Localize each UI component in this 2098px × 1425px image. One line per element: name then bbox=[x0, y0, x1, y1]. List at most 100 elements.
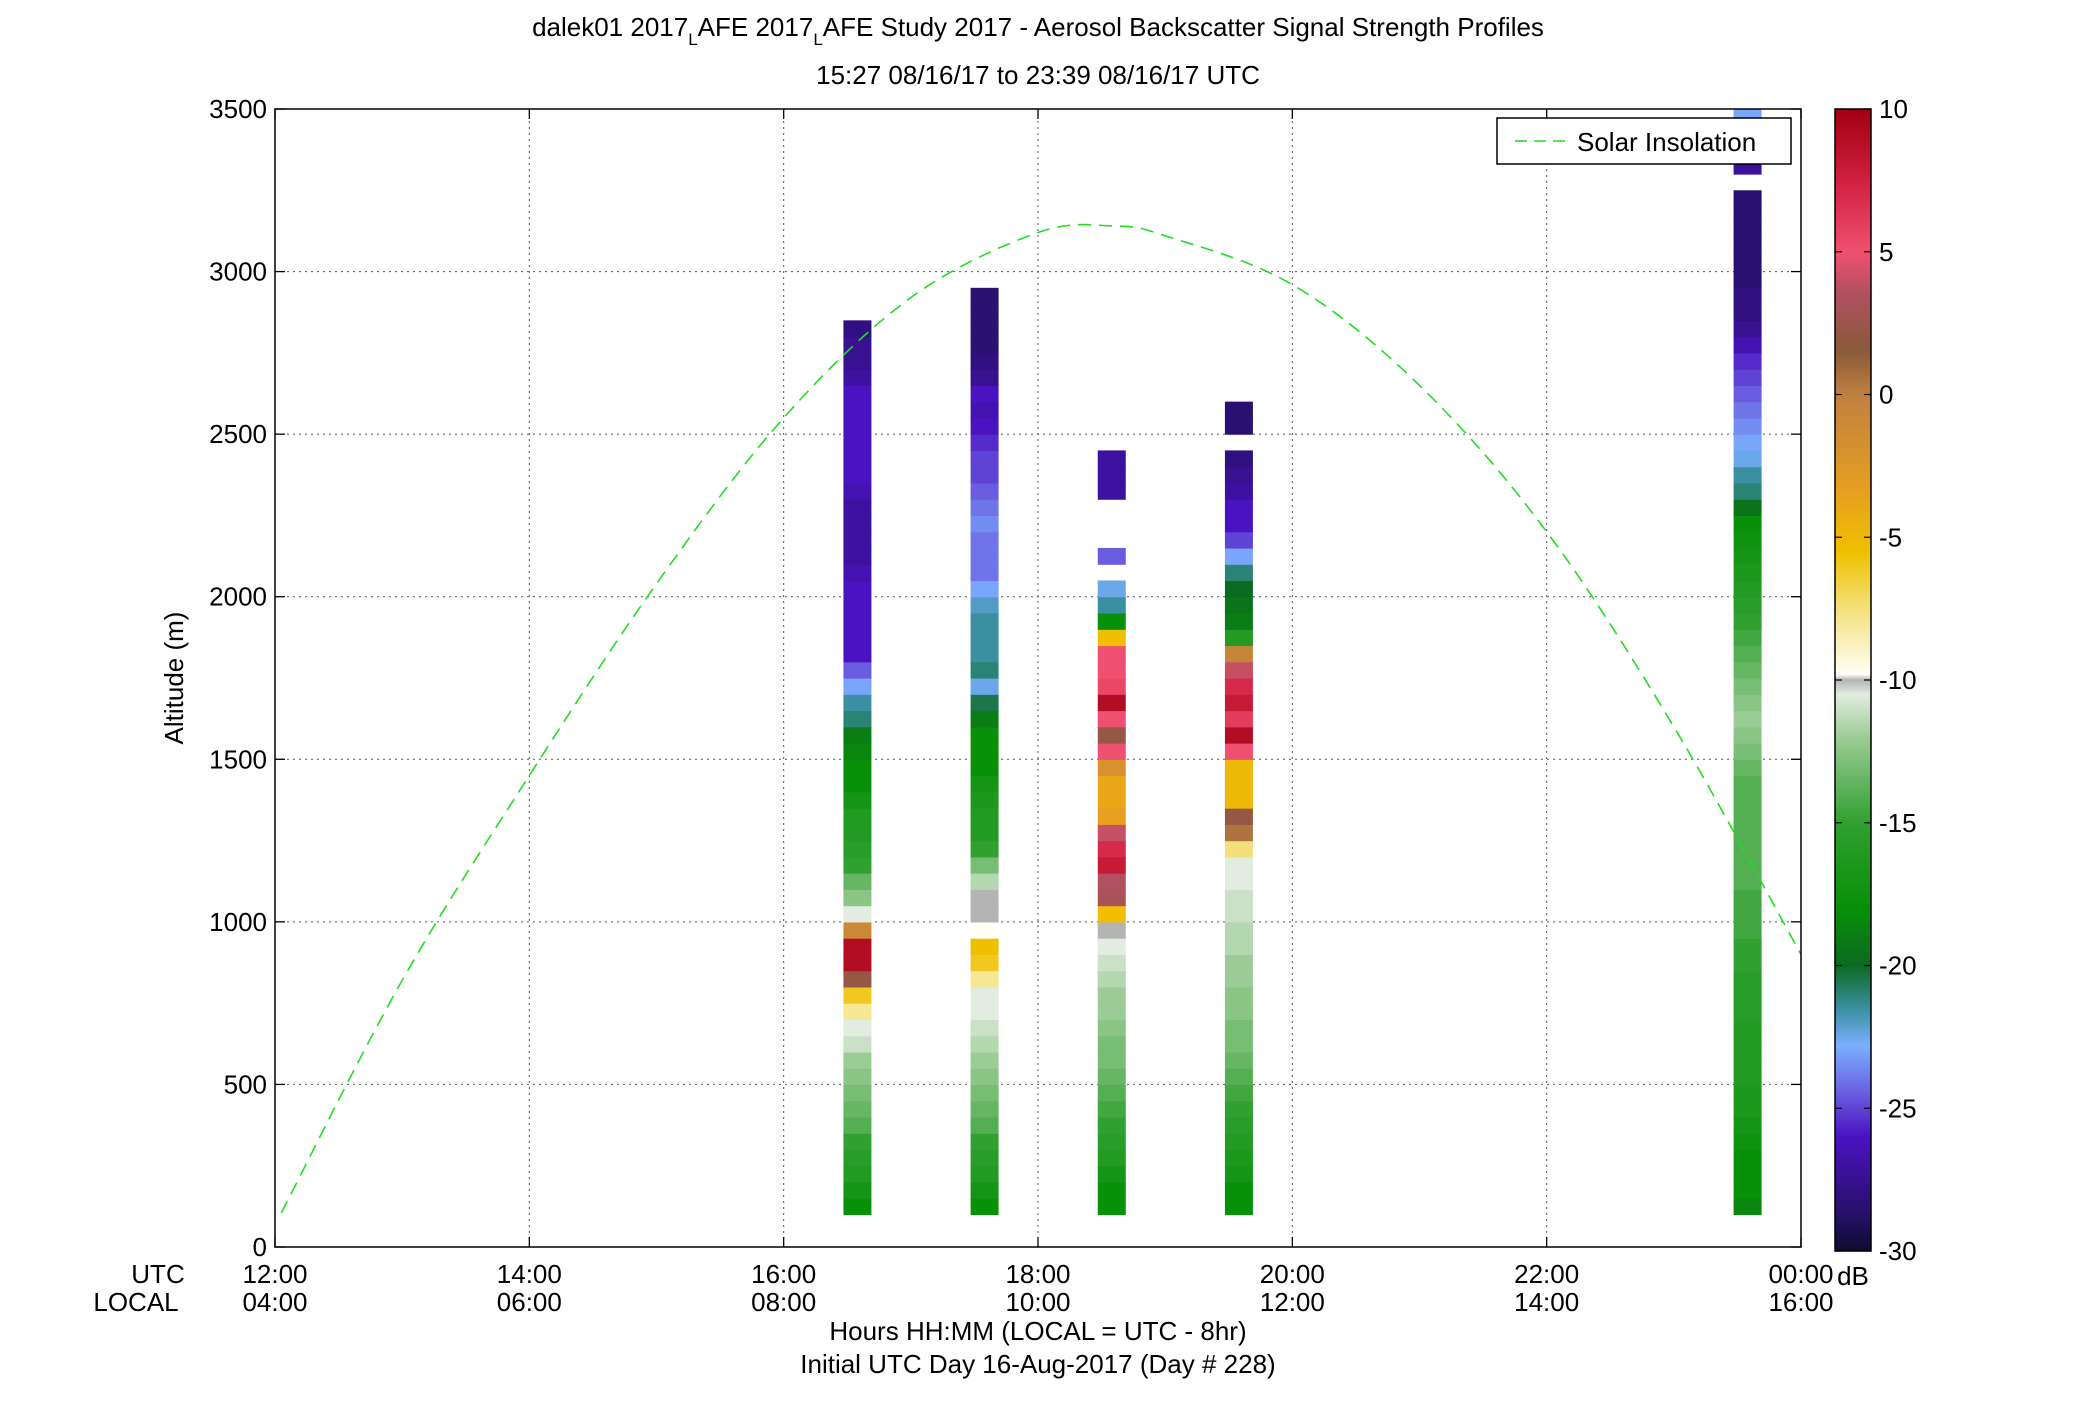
profile-0-cell-22 bbox=[843, 840, 872, 858]
profile-3-cell-28 bbox=[1224, 743, 1253, 760]
profile-3-cell-16 bbox=[1224, 938, 1253, 955]
x-tick-label-local-4: 12:00 bbox=[1260, 1287, 1325, 1317]
profile-1-cell-27 bbox=[970, 759, 999, 777]
profile-0-cell-44 bbox=[843, 482, 872, 500]
profile-4-cell-43 bbox=[1733, 499, 1762, 517]
profile-1-cell-24 bbox=[970, 808, 999, 825]
profile-4-cell-17 bbox=[1733, 921, 1762, 939]
profile-4-cell-55 bbox=[1733, 304, 1762, 321]
profile-2-cell-0 bbox=[1097, 1198, 1126, 1216]
profile-2-cell-6 bbox=[1097, 1100, 1126, 1118]
profile-4-cell-42 bbox=[1733, 515, 1762, 533]
profile-1-cell-35 bbox=[970, 629, 999, 647]
profile-4-cell-3 bbox=[1733, 1149, 1762, 1167]
profile-3-cell-44 bbox=[1224, 482, 1253, 500]
profile-1-cell-1 bbox=[970, 1181, 999, 1199]
profile-0-cell-51 bbox=[843, 369, 872, 386]
profile-1-cell-3 bbox=[970, 1149, 999, 1167]
profile-3-cell-30 bbox=[1224, 710, 1253, 728]
profile-3-cell-32 bbox=[1224, 678, 1253, 695]
profile-3 bbox=[1224, 401, 1253, 1216]
profile-3-cell-6 bbox=[1224, 1100, 1253, 1118]
profile-3-cell-24 bbox=[1224, 808, 1253, 825]
x-tick-label-local-6: 16:00 bbox=[1768, 1287, 1833, 1317]
profile-0-cell-4 bbox=[843, 1133, 872, 1151]
profile-0-cell-11 bbox=[843, 1019, 872, 1037]
profile-0-cell-34 bbox=[843, 645, 872, 663]
profile-0-cell-29 bbox=[843, 726, 872, 744]
profile-1-cell-45 bbox=[970, 466, 999, 484]
chart-subtitle: 15:27 08/16/17 to 23:39 08/16/17 UTC bbox=[816, 60, 1260, 90]
legend-label: Solar Insolation bbox=[1577, 127, 1756, 157]
profile-1-cell-40 bbox=[970, 547, 999, 565]
profile-1-cell-56 bbox=[970, 287, 999, 305]
profile-1-cell-52 bbox=[970, 352, 999, 370]
profile-1-cell-54 bbox=[970, 320, 999, 338]
profile-2-cell-21 bbox=[1097, 856, 1126, 874]
profile-2-cell-28 bbox=[1097, 743, 1126, 760]
profile-3-cell-36 bbox=[1224, 612, 1253, 630]
x-tick-label-local-3: 10:00 bbox=[1005, 1287, 1070, 1317]
profile-4-cell-48 bbox=[1733, 417, 1762, 435]
profile-3-cell-22 bbox=[1224, 840, 1253, 858]
profile-3-cell-20 bbox=[1224, 873, 1253, 890]
profile-4-cell-13 bbox=[1733, 986, 1762, 1004]
profile-2-cell-8 bbox=[1097, 1068, 1126, 1086]
profile-3-cell-25 bbox=[1224, 791, 1253, 809]
profile-4-cell-34 bbox=[1733, 645, 1762, 663]
profile-0-cell-21 bbox=[843, 856, 872, 874]
colorbar-unit: dB bbox=[1837, 1261, 1869, 1291]
profile-2-cell-10 bbox=[1097, 1035, 1126, 1053]
profile-0-cell-41 bbox=[843, 531, 872, 549]
chart-title: dalek01 2017LAFE 2017LAFE Study 2017 - A… bbox=[532, 12, 1544, 49]
profile-1-cell-17 bbox=[970, 921, 999, 939]
profile-1-cell-8 bbox=[970, 1068, 999, 1086]
profile-4-cell-11 bbox=[1733, 1019, 1762, 1037]
profile-0-cell-30 bbox=[843, 710, 872, 728]
y-tick-label-2: 1000 bbox=[209, 907, 267, 937]
profile-0-cell-26 bbox=[843, 775, 872, 793]
profile-4-cell-31 bbox=[1733, 694, 1762, 712]
profile-4-cell-23 bbox=[1733, 824, 1762, 842]
profile-4-cell-40 bbox=[1733, 547, 1762, 565]
profile-3-cell-19 bbox=[1224, 889, 1253, 907]
profile-3-cell-4 bbox=[1224, 1133, 1253, 1151]
profile-0-cell-45 bbox=[843, 466, 872, 484]
profile-2-cell-24 bbox=[1097, 808, 1126, 825]
profile-4-cell-62 bbox=[1733, 190, 1762, 208]
profile-2-cell-35 bbox=[1097, 629, 1126, 647]
profile-2-cell-25 bbox=[1097, 791, 1126, 809]
profile-4-cell-15 bbox=[1733, 954, 1762, 972]
profile-2-cell-18 bbox=[1097, 905, 1126, 923]
profile-2-cell-3 bbox=[1097, 1149, 1126, 1167]
profile-0-cell-43 bbox=[843, 499, 872, 517]
colorbar-tick-label-8: -30 bbox=[1879, 1236, 1917, 1266]
profile-0-cell-32 bbox=[843, 678, 872, 695]
profile-3-cell-10 bbox=[1224, 1035, 1253, 1053]
colorbar-tick-label-5: -15 bbox=[1879, 808, 1917, 838]
profile-1-cell-5 bbox=[970, 1116, 999, 1134]
y-tick-label-4: 2000 bbox=[209, 582, 267, 612]
profile-0-cell-14 bbox=[843, 970, 872, 988]
profile-1-cell-31 bbox=[970, 694, 999, 712]
profile-1-cell-55 bbox=[970, 304, 999, 321]
profile-cells bbox=[843, 109, 1762, 1216]
profile-0-cell-37 bbox=[843, 596, 872, 614]
profile-1-cell-2 bbox=[970, 1165, 999, 1183]
profile-1-cell-53 bbox=[970, 336, 999, 354]
profile-1-cell-13 bbox=[970, 986, 999, 1004]
profile-4-cell-14 bbox=[1733, 970, 1762, 988]
profile-0-cell-13 bbox=[843, 986, 872, 1004]
profile-4-cell-18 bbox=[1733, 905, 1762, 923]
profile-3-cell-23 bbox=[1224, 824, 1253, 842]
profile-2-cell-29 bbox=[1097, 726, 1126, 744]
profile-0-cell-20 bbox=[843, 873, 872, 890]
profile-2-cell-32 bbox=[1097, 678, 1126, 695]
profile-1-cell-11 bbox=[970, 1019, 999, 1037]
profile-3-cell-43 bbox=[1224, 499, 1253, 517]
profile-4-cell-9 bbox=[1733, 1051, 1762, 1069]
profile-4-cell-7 bbox=[1733, 1084, 1762, 1102]
profile-1-cell-50 bbox=[970, 385, 999, 403]
profile-1-cell-28 bbox=[970, 743, 999, 760]
profile-4-cell-25 bbox=[1733, 791, 1762, 809]
